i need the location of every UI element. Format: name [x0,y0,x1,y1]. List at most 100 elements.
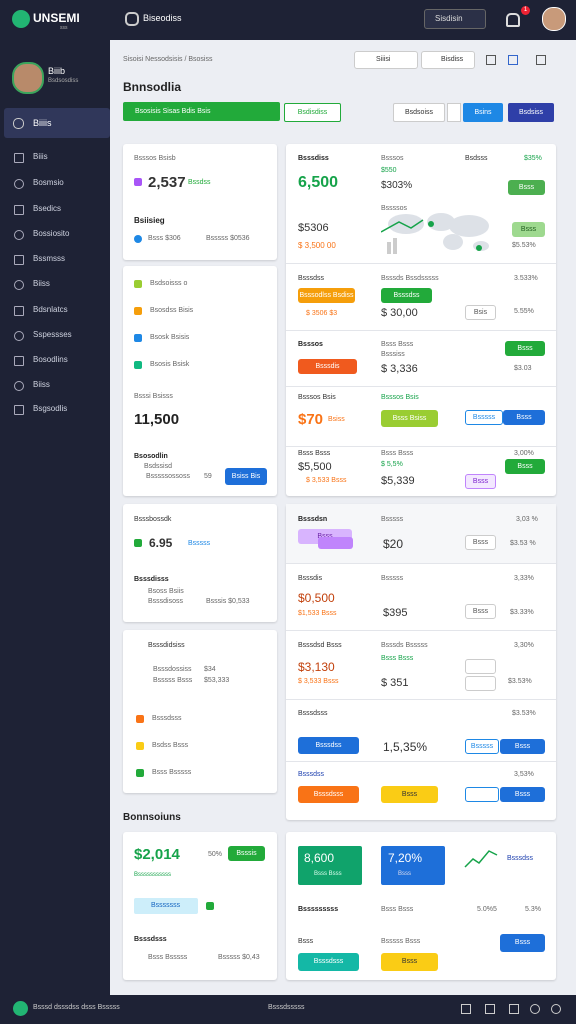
label: Bsssi Bsisss [134,393,173,400]
icon [134,235,142,243]
pill: Bsssodlss Bsdiss [298,288,355,303]
user-avatar [12,62,44,94]
button[interactable]: Bsssss [465,739,499,754]
value: $3.53% [508,678,532,685]
pill [318,537,353,549]
icon-cal[interactable] [508,55,518,65]
value: 3,53% [514,771,534,778]
value: $5,339 [381,475,415,487]
nav-item[interactable]: Bdsnlatcs [33,305,68,314]
nav-item[interactable]: Sspessses [33,330,72,339]
avatar[interactable] [542,7,566,31]
text: Bssssos [381,205,408,212]
label: Bsssdsss [134,936,167,943]
value: $ 3,533 Bsss [306,477,347,484]
card [123,144,277,260]
action-button[interactable]: Bsins [463,103,503,122]
sidebar [0,40,110,995]
label: Bsssdis [298,575,323,582]
button[interactable] [465,787,499,802]
text: Bsssssossoss [146,473,190,480]
footer-icon[interactable] [551,1004,561,1014]
footer-icon[interactable] [509,1004,519,1014]
icon [134,178,142,186]
nav-item[interactable]: Bosmsio [33,178,64,187]
button[interactable]: Bsis [465,305,496,320]
icon-edit[interactable] [486,55,496,65]
text: Bsssssssssss [134,872,172,878]
pill: Bsss [505,459,545,474]
button[interactable] [465,676,496,691]
button[interactable] [465,659,496,674]
button[interactable]: Bsss [465,535,496,550]
button[interactable]: Bsssis [228,846,265,861]
value: 1,5,35% [383,740,428,754]
button[interactable]: Bsss [500,739,545,754]
footer-icon[interactable] [530,1004,540,1014]
footer-text: Bsssdsssss [268,1004,305,1011]
nav-icon [14,356,24,366]
top-bar [0,0,576,40]
footer-icon[interactable] [485,1004,495,1014]
value: 3,33% [514,575,534,582]
stat: 6,500 [298,174,339,191]
button[interactable]: Bsss [465,604,496,619]
nav-item[interactable]: Bossiosito [33,229,70,238]
icon [134,334,142,342]
value: $3.53% [512,710,536,717]
delta: Bssdss [188,179,211,186]
breadcrumb: Sisoisi Nessodsisis / Bsosiss [123,56,213,63]
row [286,699,556,762]
value: $ 3,533 Bsss [298,678,339,685]
panel [286,144,556,496]
button[interactable]: Bsss [503,410,545,425]
text: Bsssss $0536 [206,235,250,242]
text: Bsssss Bsss [381,938,421,945]
action-button[interactable]: Bsdsoiss [393,103,445,122]
pill: Bsssdss [298,737,359,754]
label: Bsssdsn [298,516,328,523]
text: Bsss $306 [148,235,181,242]
nav-item[interactable]: Biiss [33,380,50,389]
label: Bsssss [381,516,404,523]
icon-more[interactable] [536,55,546,65]
stat-box [298,846,362,885]
nav-icon [14,306,24,316]
action-button[interactable]: Bsdsiss [508,103,554,122]
nav-icon [14,331,24,341]
brand-sub: sss [60,25,68,31]
filter-text: Bisdiss [441,56,464,63]
nav-item[interactable]: Bssmsss [33,254,65,263]
pill: Bsss Bsiss [381,410,438,427]
nav-icon [14,255,24,265]
nav-item[interactable]: Biiis [33,152,48,161]
bell[interactable] [506,13,520,27]
button[interactable]: Bsss [500,787,545,802]
nav-item[interactable]: Bosodlins [33,355,68,364]
icon [136,715,144,723]
button[interactable]: Bsiss Bis [225,468,267,485]
action-icon[interactable] [447,103,461,122]
nav-item[interactable]: Bsgsodlis [33,404,68,413]
button[interactable]: Bsssss [465,410,503,425]
pill: Bsssdis [298,359,357,374]
label: Bsssdsd Bsss [298,642,342,649]
text: $ 5,5% [381,461,403,468]
filter-box[interactable] [421,51,475,69]
button[interactable]: Bsss [465,474,496,489]
card [123,504,277,622]
text: Bsoss Bsiis [148,588,184,595]
secondary-button[interactable]: Bsdisdiss [284,103,341,122]
label: Bsssos [298,341,323,348]
button[interactable]: Bsss [500,934,545,952]
active-item[interactable] [4,108,110,138]
value: $5.53% [512,242,536,249]
nav-item[interactable]: Bsedics [33,204,62,213]
primary-button[interactable]: Bsosisis Sisas Bdis Bsis [123,102,280,121]
nav-item[interactable]: Biiss [33,279,50,288]
search-box[interactable] [354,51,418,69]
user-role: Bsdsosdiss [48,78,79,84]
footer-icon[interactable] [461,1004,471,1014]
top-button[interactable]: Sisdisin [424,9,486,29]
